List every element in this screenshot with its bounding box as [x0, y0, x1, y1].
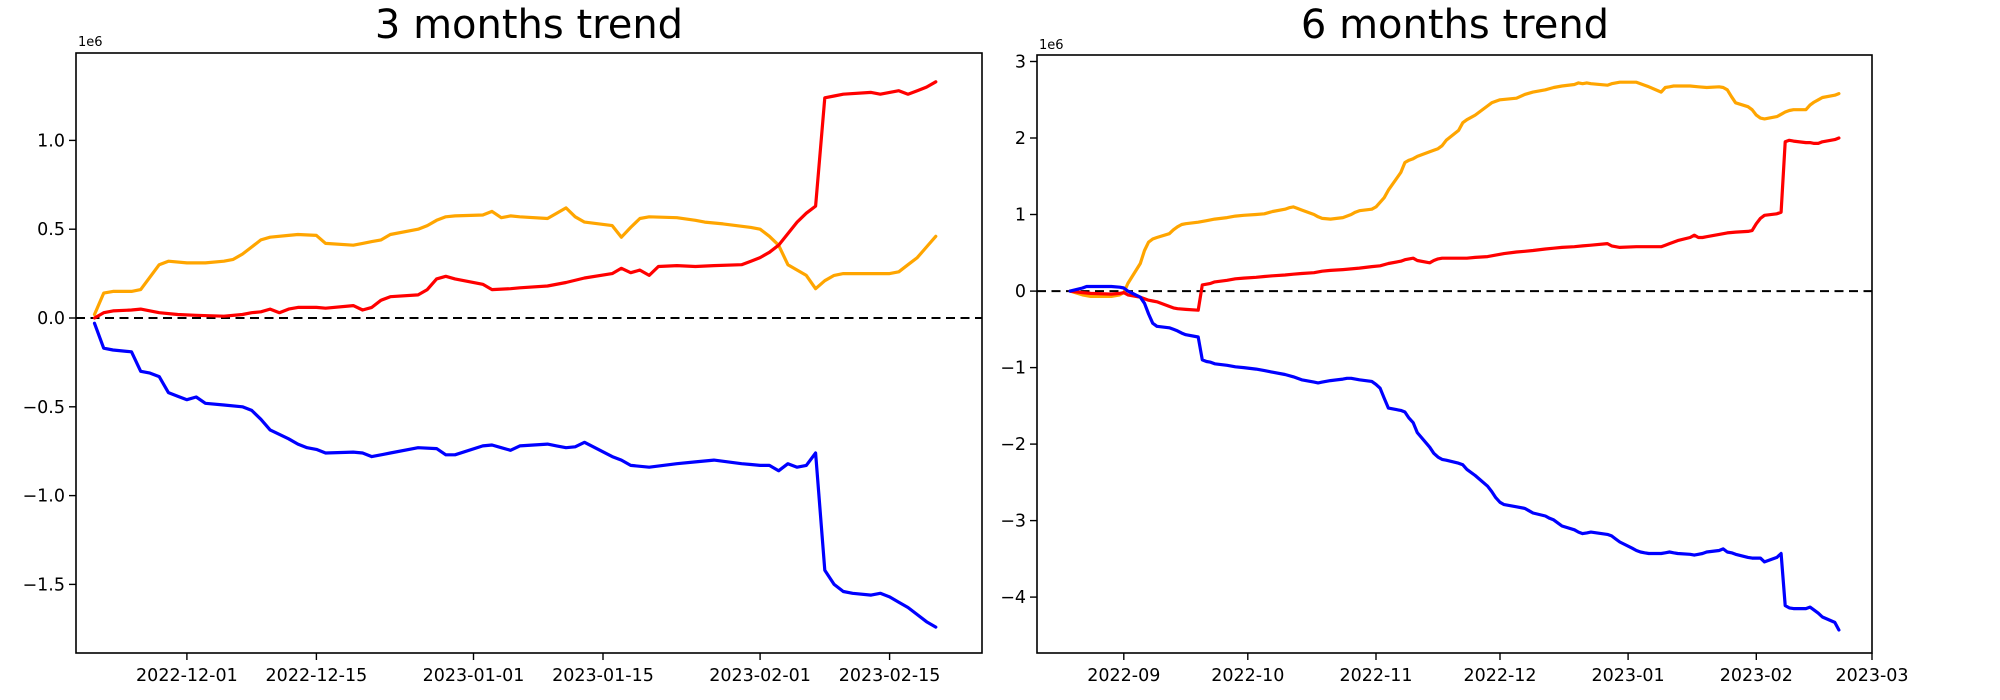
x-tick-label: 2022-09 — [1087, 666, 1160, 686]
y-tick-label: 1 — [1015, 206, 1026, 226]
chart-title-6-months: 6 months trend — [1300, 2, 1610, 48]
x-tick-label: 2023-02-01 — [709, 666, 811, 686]
blue-line — [92, 321, 938, 629]
orange-line — [1068, 80, 1841, 298]
y-tick-label: −1.5 — [23, 575, 66, 595]
blue-line — [1068, 284, 1841, 632]
y-tick-label: 2 — [1015, 129, 1026, 149]
y-tick-label: −3 — [1000, 512, 1026, 532]
orange-line — [92, 206, 938, 317]
y-tick-label: −0.5 — [23, 398, 66, 418]
x-tick-label: 2023-01-15 — [552, 666, 654, 686]
red-line — [1068, 136, 1841, 312]
x-tick-label: 2022-12 — [1463, 666, 1536, 686]
y-tick-label: 1.0 — [37, 131, 65, 151]
plot-border — [75, 52, 983, 654]
plot-border — [1036, 54, 1873, 654]
red-line — [92, 80, 938, 320]
x-tick-label: 2023-03 — [1835, 666, 1908, 686]
y-tick-label: −4 — [1000, 588, 1026, 608]
x-tick-label: 2023-02-15 — [839, 666, 941, 686]
x-tick-label: 2022-12-15 — [266, 666, 368, 686]
x-tick-label: 2023-01 — [1592, 666, 1665, 686]
x-tick-label: 2022-11 — [1339, 666, 1412, 686]
y-axis-offset-label-right: 1e6 — [1039, 38, 1064, 53]
y-tick-label: −2 — [1000, 435, 1026, 455]
y-tick-label: −1 — [1000, 359, 1026, 379]
x-tick-label: 2022-10 — [1211, 666, 1284, 686]
chart-title-3-months: 3 months trend — [374, 2, 684, 48]
x-tick-label: 2023-02 — [1720, 666, 1793, 686]
y-tick-label: 3 — [1015, 53, 1026, 73]
y-tick-label: 0 — [1015, 282, 1026, 302]
x-tick-label: 2022-12-01 — [136, 666, 238, 686]
y-tick-label: 0.0 — [37, 309, 65, 329]
y-tick-label: −1.0 — [23, 487, 66, 507]
y-axis-offset-label-left: 1e6 — [78, 35, 103, 50]
y-tick-label: 0.5 — [37, 220, 65, 240]
x-tick-label: 2023-01-01 — [423, 666, 525, 686]
